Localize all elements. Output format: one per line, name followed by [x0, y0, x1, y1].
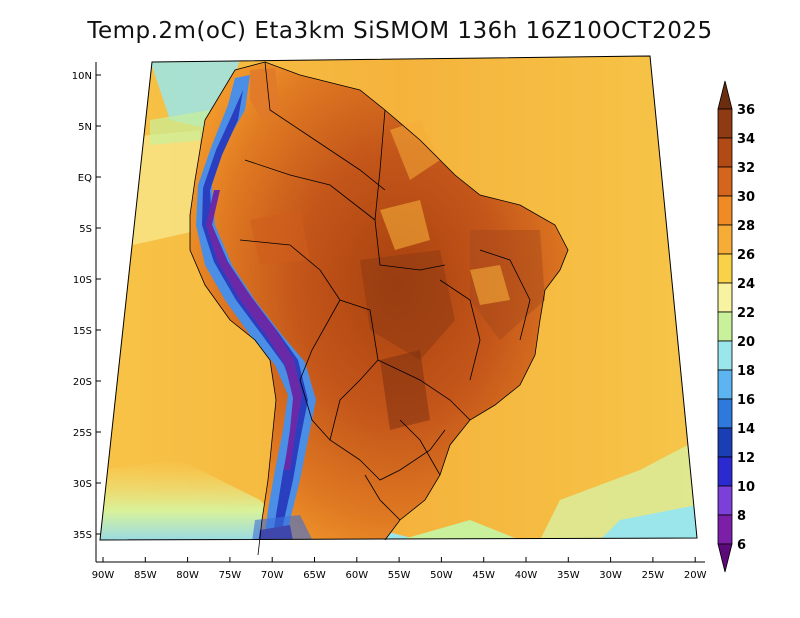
lon-tick-label: 20W	[684, 570, 707, 581]
colorbar-swatch	[717, 340, 733, 371]
lon-tick-label: 50W	[430, 570, 453, 581]
lat-tick-label: 10N	[72, 71, 92, 82]
colorbar-label: 34	[737, 132, 755, 147]
domain-boundary	[99, 55, 698, 541]
colorbar-label: 28	[737, 219, 755, 234]
axes: 10N 5N EQ 5S 10S 15S 20S 25S 30S 35S 90W 85W 80W 75W…	[72, 62, 707, 581]
colorbar-swatch	[717, 485, 733, 516]
colorbar-swatch	[717, 195, 733, 226]
lat-tick-label: 10S	[73, 275, 92, 286]
lon-tick-label: 45W	[472, 570, 495, 581]
colorbar-swatch	[717, 282, 733, 313]
lat-tick-label: 20S	[73, 377, 92, 388]
colorbar-label: 24	[737, 277, 755, 292]
lon-tick-label: 35W	[557, 570, 580, 581]
colorbar-label: 8	[737, 509, 746, 524]
colorbar-swatch	[717, 108, 733, 139]
colorbar-label: 30	[737, 190, 755, 205]
lon-tick-label: 90W	[92, 570, 115, 581]
lon-tick-label: 65W	[303, 570, 326, 581]
country-borders	[189, 61, 569, 556]
colorbar-label: 22	[737, 306, 755, 321]
lat-tick-label: 30S	[73, 479, 92, 490]
colorbar: 36 34 32 30 28 26 24 22 20 18 16 14 12 10 8 6	[717, 80, 755, 573]
colorbar-swatch	[717, 427, 733, 458]
lon-tick-label: 60W	[345, 570, 368, 581]
colorbar-swatch	[717, 311, 733, 342]
colorbar-label: 6	[737, 538, 746, 553]
colorbar-swatch	[717, 166, 733, 197]
colorbar-swatch	[717, 137, 733, 168]
colorbar-label: 10	[737, 480, 755, 495]
model-domain	[100, 56, 697, 540]
lat-tick-label: 15S	[73, 326, 92, 337]
lon-tick-label: 85W	[134, 570, 157, 581]
colorbar-swatch	[717, 253, 733, 284]
colorbar-label: 36	[737, 103, 755, 118]
colorbar-swatch	[717, 369, 733, 400]
lat-tick-label: 5N	[78, 122, 92, 133]
lon-tick-label: 30W	[599, 570, 622, 581]
colorbar-label: 16	[737, 393, 755, 408]
colorbar-label: 26	[737, 248, 755, 263]
lon-tick-label: 75W	[219, 570, 242, 581]
lon-tick-label: 40W	[515, 570, 538, 581]
lon-tick-label: 70W	[261, 570, 284, 581]
colorbar-label: 20	[737, 335, 755, 350]
lat-tick-label: EQ	[78, 173, 92, 184]
map-title: Temp.2m(oC) Eta3km SiSMOM 136h 16Z10OCT2…	[87, 18, 713, 44]
colorbar-label: 18	[737, 364, 755, 379]
colorbar-label: 32	[737, 161, 755, 176]
lat-tick-label: 35S	[73, 530, 92, 541]
colorbar-top-arrow	[717, 80, 733, 110]
lat-tick-label: 5S	[79, 224, 92, 235]
lon-tick-label: 55W	[388, 570, 411, 581]
colorbar-swatch	[717, 456, 733, 487]
colorbar-bottom-arrow	[717, 543, 733, 573]
lon-tick-label: 80W	[176, 570, 199, 581]
lon-tick-label: 25W	[642, 570, 665, 581]
colorbar-swatch	[717, 224, 733, 255]
colorbar-swatch	[717, 514, 733, 545]
lat-tick-label: 25S	[73, 428, 92, 439]
colorbar-label: 14	[737, 422, 755, 437]
colorbar-label: 12	[737, 451, 755, 466]
colorbar-swatch	[717, 398, 733, 429]
